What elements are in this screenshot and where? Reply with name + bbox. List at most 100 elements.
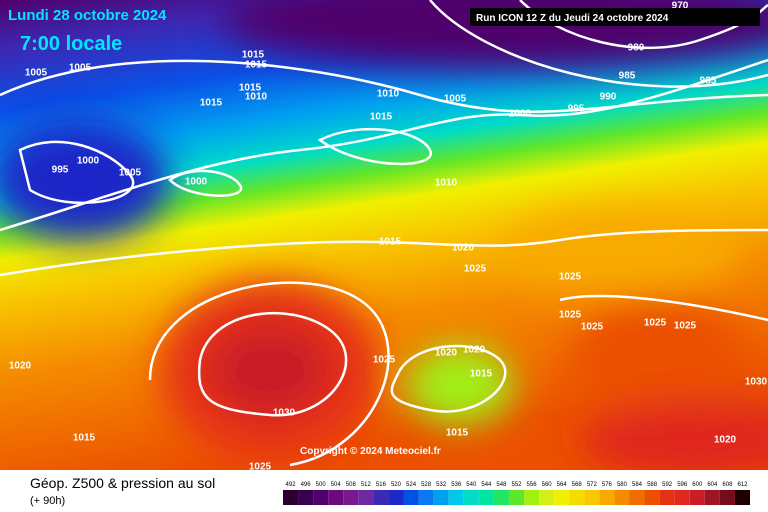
scale-label: 496: [301, 482, 312, 488]
scale-swatch: [298, 490, 314, 505]
run: Run ICON 12 Z du Jeudi 24 octobre 2024: [476, 13, 669, 24]
scale-swatch: [659, 490, 675, 505]
isobar-label: 1015: [470, 369, 493, 380]
scale-label: 572: [587, 482, 598, 488]
scale-swatch: [554, 490, 570, 505]
isobar-label: 1010: [377, 89, 400, 100]
footer-lead: (+ 90h): [30, 495, 65, 507]
isobar-label: 1015: [370, 112, 393, 123]
isobar-label: 1015: [242, 50, 265, 61]
isobar-label: 1020: [9, 361, 32, 372]
isobar-label: 970: [672, 1, 689, 12]
scale-label: 500: [316, 482, 327, 488]
run-box: [470, 8, 760, 26]
isobar-label: 1000: [509, 109, 532, 120]
scale-label: 612: [737, 482, 748, 488]
isobar-label: 1005: [119, 168, 142, 179]
isobar-label: 1005: [444, 94, 467, 105]
scale-swatch: [403, 490, 419, 505]
scale-label: 516: [376, 482, 387, 488]
isobar-label: 1020: [452, 243, 475, 254]
isobar-label: 990: [600, 92, 617, 103]
scale-swatch: [689, 490, 705, 505]
scale-swatch: [358, 490, 374, 505]
isobar-label: 985: [700, 76, 717, 87]
scale-swatch: [569, 490, 585, 505]
isobar-label: 1025: [674, 321, 697, 332]
scale-label: 532: [436, 482, 447, 488]
isobar-label: 1015: [73, 433, 96, 444]
scale-swatch: [599, 490, 615, 505]
isobar-label: 1030: [273, 408, 296, 419]
scale-swatch: [388, 490, 404, 505]
scale-label: 604: [707, 482, 718, 488]
scale-label: 520: [391, 482, 402, 488]
isobar-label: 1010: [435, 178, 458, 189]
scale-swatch: [448, 490, 464, 505]
scale-label: 556: [527, 482, 538, 488]
scale-label: 536: [451, 482, 462, 488]
isobar-label: 1020: [435, 348, 458, 359]
isobar-label: 1025: [373, 355, 396, 366]
scale-label: 492: [286, 482, 297, 488]
scale-label: 592: [662, 482, 673, 488]
scale-label: 580: [617, 482, 628, 488]
scale-swatch: [539, 490, 555, 505]
scale-swatch: [433, 490, 449, 505]
isobar-label: 1020: [714, 435, 737, 446]
scale-label: 504: [331, 482, 342, 488]
scale-label: 508: [346, 482, 357, 488]
scale-label: 544: [481, 482, 492, 488]
isobar-label: 1005: [25, 68, 48, 79]
scale-swatch: [614, 490, 630, 505]
scale-label: 548: [496, 482, 507, 488]
isobar-label: 985: [619, 71, 636, 82]
scale-label: 584: [632, 482, 643, 488]
isobar-label: 1015: [200, 98, 223, 109]
date: Lundi 28 octobre 2024: [8, 7, 167, 24]
isobar-label: 1025: [644, 318, 667, 329]
isobar-label: 1025: [581, 322, 604, 333]
scale-swatch: [734, 490, 750, 505]
scale-swatch: [584, 490, 600, 505]
isobar-label: 1015: [245, 60, 268, 71]
isobar-label: 1025: [559, 310, 582, 321]
time: 7:00 locale: [20, 33, 122, 55]
isobar-label: 980: [628, 43, 645, 54]
scale-swatch: [418, 490, 434, 505]
scale-label: 552: [511, 482, 522, 488]
isobar-label: 1015: [239, 83, 262, 94]
scale-label: 560: [542, 482, 553, 488]
isobar-label: 1025: [464, 264, 487, 275]
scale-label: 600: [692, 482, 703, 488]
scale-label: 528: [421, 482, 432, 488]
isobar-label: 1005: [69, 63, 92, 74]
isobar-label: 1010: [245, 92, 268, 103]
isobar-label: 995: [52, 165, 69, 176]
scale-swatch: [629, 490, 645, 505]
scale-label: 588: [647, 482, 658, 488]
scale-swatch: [524, 490, 540, 505]
field-blobs: [0, 0, 768, 480]
scale-swatch: [343, 490, 359, 505]
color-scale: 492 496 500 504 508 512 516 520 524 528 532 536 540 5…: [283, 482, 750, 505]
scale-swatch: [493, 490, 509, 505]
scale-label: 596: [677, 482, 688, 488]
scale-swatch: [328, 490, 344, 505]
isobar-label: 1030: [745, 377, 768, 388]
isobar-label: 1020: [463, 345, 486, 356]
scale-label: 564: [557, 482, 568, 488]
isobar-label: 1015: [446, 428, 469, 439]
scale-swatch: [283, 490, 299, 505]
scale-swatch: [313, 490, 329, 505]
scale-swatch: [674, 490, 690, 505]
isobar-label: 1025: [249, 462, 272, 473]
scale-label: 512: [361, 482, 372, 488]
scale-swatch: [644, 490, 660, 505]
scale-swatch: [704, 490, 720, 505]
scale-label: 576: [602, 482, 613, 488]
scale-swatch: [719, 490, 735, 505]
